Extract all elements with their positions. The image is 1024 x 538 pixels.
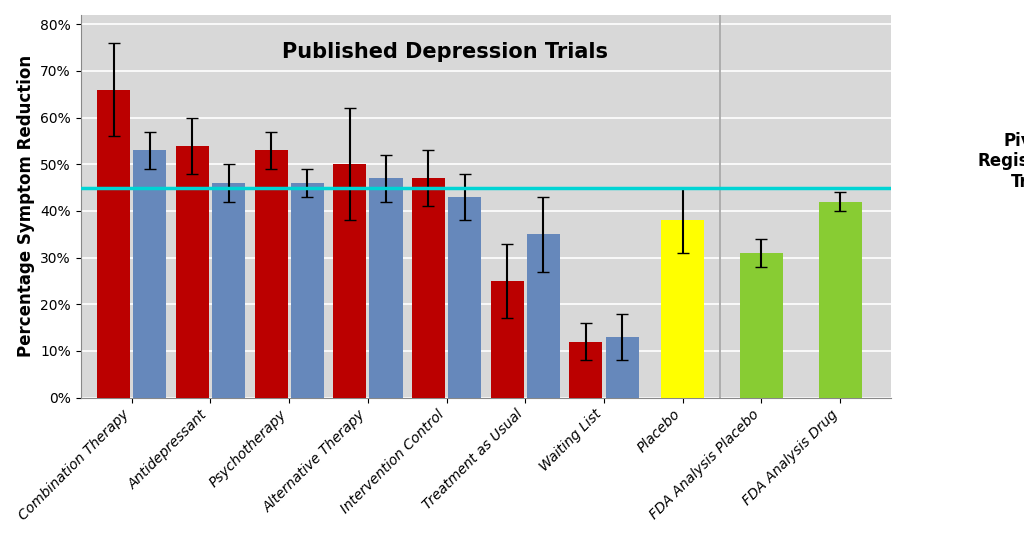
Y-axis label: Percentage Symptom Reduction: Percentage Symptom Reduction bbox=[16, 55, 35, 357]
Bar bbox=[449, 197, 481, 398]
Bar bbox=[291, 183, 324, 398]
Bar bbox=[97, 90, 130, 398]
Bar bbox=[662, 220, 705, 398]
Bar bbox=[412, 178, 445, 398]
Bar bbox=[740, 253, 783, 398]
Bar bbox=[255, 150, 288, 398]
Bar bbox=[490, 281, 523, 398]
Bar bbox=[133, 150, 167, 398]
Text: Pivotal
Registration
Trials: Pivotal Registration Trials bbox=[978, 132, 1024, 191]
Bar bbox=[605, 337, 639, 398]
Bar bbox=[370, 178, 402, 398]
Bar bbox=[818, 202, 861, 398]
Bar bbox=[176, 146, 209, 398]
Text: Published Depression Trials: Published Depression Trials bbox=[283, 42, 608, 62]
Bar bbox=[212, 183, 245, 398]
Bar bbox=[333, 164, 367, 398]
Bar bbox=[527, 234, 560, 398]
Bar bbox=[569, 342, 602, 398]
